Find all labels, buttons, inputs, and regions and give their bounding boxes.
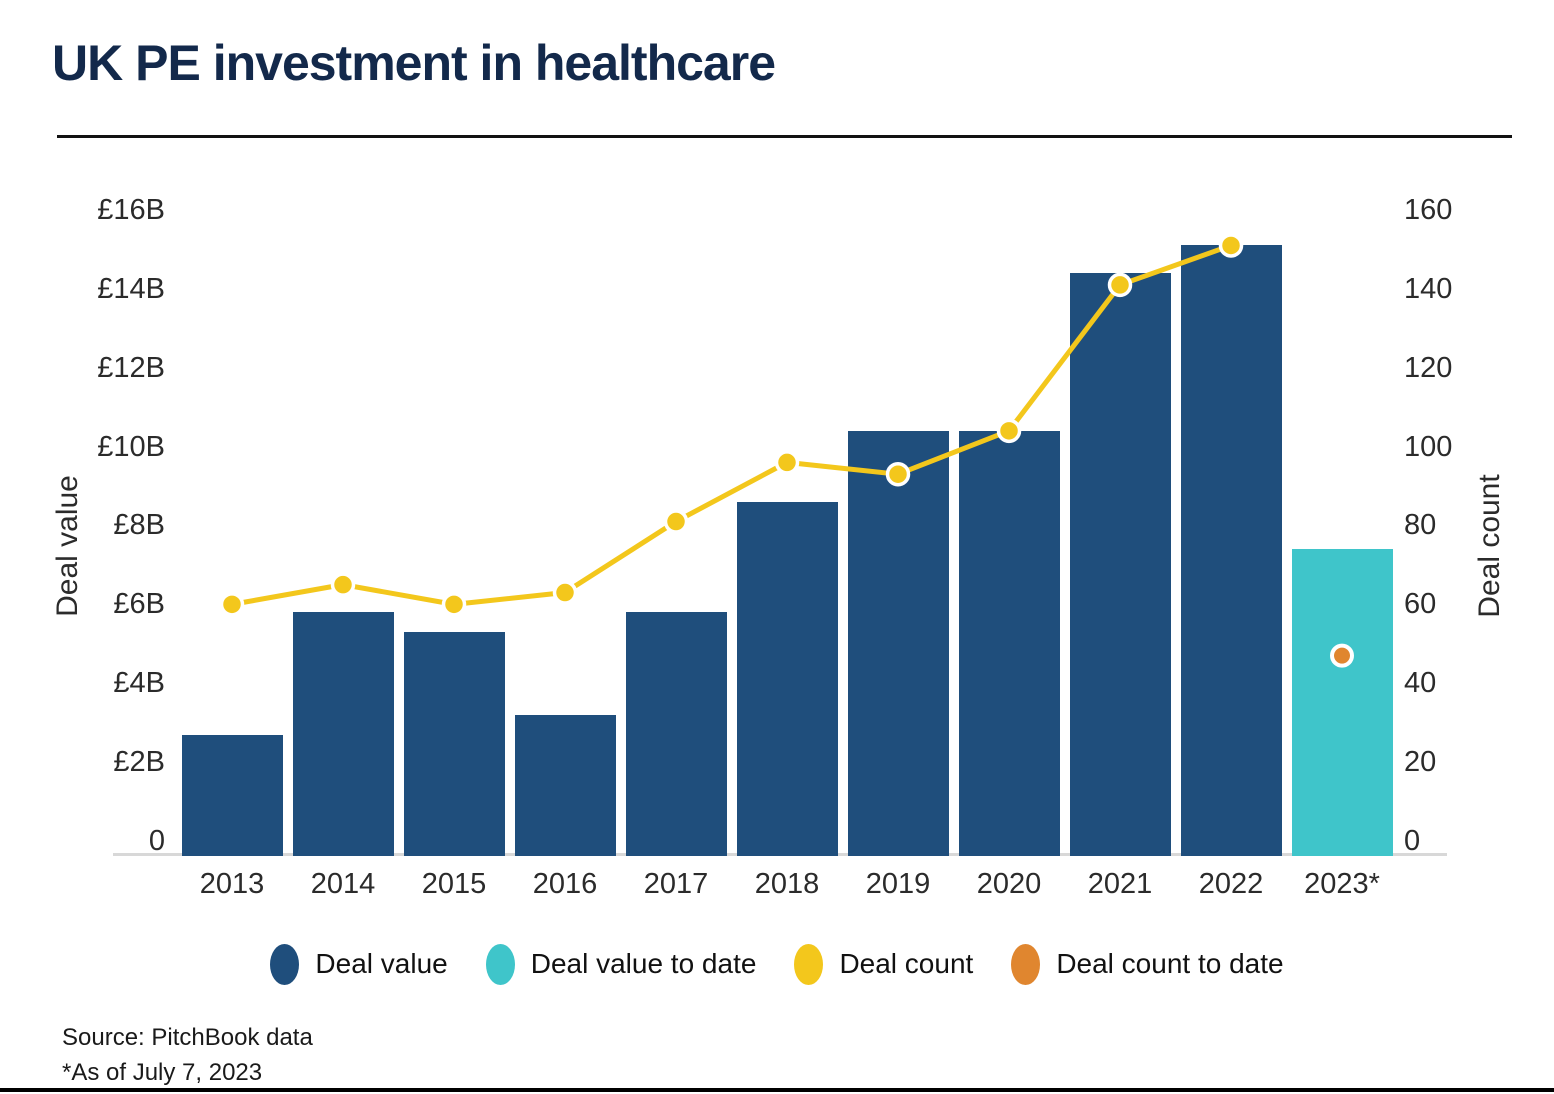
- left-axis-tick: £8B: [113, 509, 165, 542]
- left-axis-tick: £10B: [97, 430, 165, 463]
- bar-2019: [847, 430, 949, 856]
- legend-swatch-icon: [485, 943, 515, 985]
- right-axis-tick: 140: [1404, 272, 1453, 305]
- bar-2013: [181, 734, 283, 856]
- deal-count-marker-2017: [663, 509, 689, 534]
- left-axis-title: Deal value: [51, 475, 84, 617]
- x-label-2016: 2016: [532, 868, 598, 900]
- right-axis-tick: 160: [1404, 193, 1453, 226]
- left-axis-tick: £12B: [97, 351, 165, 384]
- legend: Deal value Deal value to date Deal count De…: [0, 941, 1554, 987]
- bar-2020: [958, 430, 1060, 856]
- right-axis-tick: 80: [1404, 509, 1437, 542]
- x-label-2020: 2020: [976, 868, 1042, 900]
- bar-2021: [1069, 273, 1171, 856]
- legend-swatch-icon: [270, 943, 300, 985]
- bar-2017: [625, 612, 727, 856]
- deal-count-marker-2018: [774, 450, 800, 475]
- x-label-2023: 2023*: [1304, 868, 1380, 900]
- x-label-2017: 2017: [643, 868, 709, 900]
- x-label-2022: 2022: [1198, 868, 1264, 900]
- bar-2016: [514, 714, 616, 856]
- footnote-text: *As of July 7, 2023: [62, 1059, 263, 1086]
- legend-label: Deal count to date: [1056, 948, 1284, 979]
- x-label-2014: 2014: [310, 868, 376, 900]
- right-axis-tick: 0: [1404, 825, 1421, 857]
- legend-swatch-icon: [1011, 943, 1041, 985]
- legend-label: Deal value: [315, 948, 448, 979]
- x-label-2021: 2021: [1087, 868, 1153, 900]
- left-axis-tick: £2B: [113, 746, 165, 779]
- legend-item: Deal count: [794, 943, 974, 985]
- x-label-2013: 2013: [199, 868, 265, 900]
- bar-2023: [1291, 549, 1393, 856]
- deal-count-marker-2016: [552, 580, 578, 605]
- bar-2014: [292, 612, 394, 856]
- legend-item: Deal count to date: [1011, 943, 1284, 985]
- bottom-rule: [0, 1088, 1554, 1092]
- right-axis-tick: 20: [1404, 746, 1437, 779]
- left-axis-tick: £16B: [97, 193, 165, 226]
- deal-count-marker-2014: [330, 572, 356, 597]
- bar-2018: [736, 501, 838, 856]
- legend-item: Deal value: [270, 943, 448, 985]
- deal-count-marker-2015: [441, 592, 467, 617]
- legend-label: Deal count: [839, 948, 974, 979]
- left-axis-tick: 0: [148, 825, 165, 857]
- left-axis-tick: £6B: [113, 588, 165, 621]
- header-rule: [57, 135, 1512, 138]
- source-text: Source: PitchBook data: [62, 1024, 313, 1051]
- right-axis-title: Deal count: [1473, 474, 1506, 618]
- x-label-2015: 2015: [421, 868, 487, 900]
- left-axis-tick: £4B: [113, 667, 165, 700]
- bar-2015: [403, 631, 505, 856]
- right-axis-tick: 40: [1404, 667, 1437, 700]
- legend-label: Deal value to date: [530, 948, 757, 979]
- left-axis-tick: £14B: [97, 272, 165, 305]
- deal-count-marker-2013: [219, 592, 245, 617]
- page-title: UK PE investment in healthcare: [52, 35, 776, 91]
- bar-2022: [1180, 245, 1282, 856]
- legend-swatch-icon: [794, 943, 824, 985]
- right-axis-tick: 120: [1404, 351, 1453, 384]
- x-label-2019: 2019: [865, 868, 931, 900]
- legend-item: Deal value to date: [485, 943, 757, 985]
- right-axis-tick: 100: [1404, 430, 1453, 463]
- x-label-2018: 2018: [754, 868, 820, 900]
- right-axis-tick: 60: [1404, 588, 1437, 621]
